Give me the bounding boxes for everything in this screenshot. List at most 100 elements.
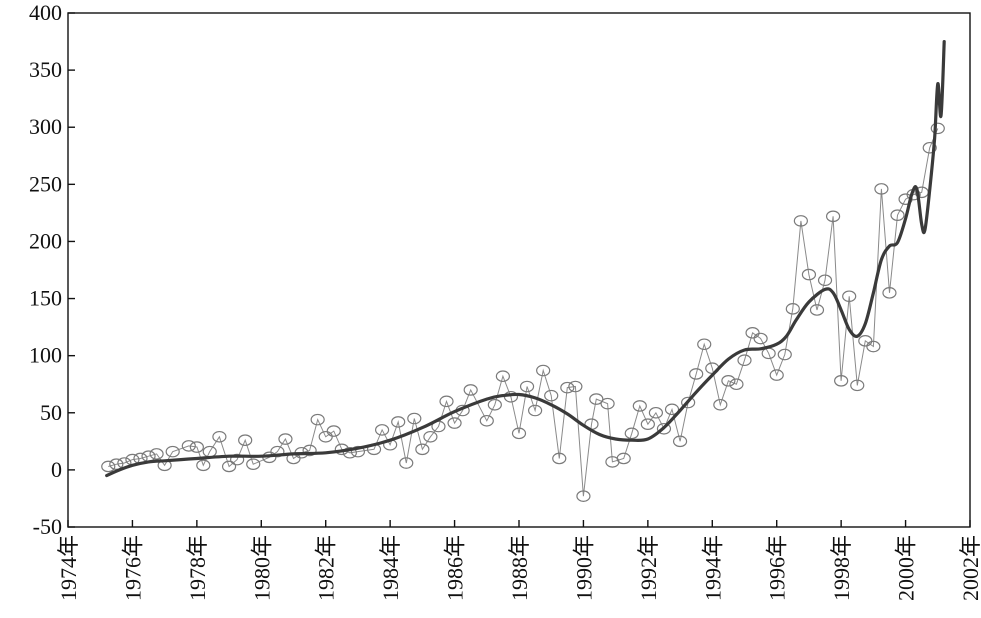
trend-series	[105, 40, 946, 478]
raw-data-point	[616, 452, 631, 465]
raw-data-point	[640, 418, 655, 430]
y-tick-label: 100	[29, 343, 62, 368]
raw-data-point	[196, 459, 211, 472]
raw-data-point	[511, 427, 527, 440]
raw-data-point	[221, 460, 237, 473]
raw-data-point	[874, 183, 889, 195]
x-tick-label: 1996年	[765, 535, 790, 601]
raw-data-point	[270, 445, 285, 458]
x-tick-label: 1976年	[120, 535, 145, 601]
raw-data-point	[737, 354, 752, 367]
raw-data-point	[930, 122, 945, 135]
y-tick-label: 50	[40, 400, 62, 425]
raw-series	[101, 122, 945, 502]
raw-data-point	[589, 393, 604, 405]
raw-data-point	[230, 453, 245, 466]
raw-data-point	[745, 327, 760, 339]
raw-data-point	[495, 370, 510, 383]
raw-data-point	[568, 380, 583, 393]
raw-data-point	[882, 287, 897, 299]
raw-data-point	[681, 396, 696, 409]
raw-data-point	[632, 400, 647, 412]
x-axis: 1974年 1976年 1978年 1980年 1982年 1984年 1986年 1988年…	[56, 520, 981, 601]
raw-data-point	[689, 368, 704, 380]
raw-data-point	[753, 332, 768, 345]
raw-data-point	[793, 215, 808, 227]
raw-data-point	[729, 378, 744, 391]
raw-data-point	[697, 338, 712, 351]
raw-data-point	[189, 441, 204, 453]
raw-data-point	[769, 369, 784, 381]
raw-data-point	[447, 417, 462, 429]
raw-data-point	[664, 403, 680, 416]
x-tick-label: 1974年	[56, 535, 81, 601]
raw-data-point	[544, 389, 559, 402]
raw-data-point	[415, 443, 430, 456]
raw-series-line	[108, 128, 939, 497]
raw-data-point	[310, 413, 325, 426]
raw-data-point	[858, 335, 873, 347]
raw-data-point	[536, 364, 551, 377]
raw-data-point	[519, 380, 535, 393]
raw-data-point	[600, 397, 615, 410]
raw-data-point	[278, 433, 293, 445]
raw-data-point	[528, 404, 543, 417]
y-tick-label: -50	[33, 514, 62, 539]
x-tick-label: 2000年	[894, 535, 919, 601]
raw-data-point	[890, 209, 905, 221]
raw-data-point	[238, 434, 253, 446]
raw-data-point	[713, 398, 728, 411]
raw-data-point	[212, 430, 227, 443]
x-tick-label: 1982年	[314, 535, 339, 601]
raw-data-point	[479, 414, 494, 427]
raw-data-point	[423, 430, 438, 443]
y-tick-label: 400	[29, 0, 62, 25]
raw-data-point	[165, 445, 180, 458]
x-tick-label: 1988年	[507, 535, 532, 601]
trend-series-line	[105, 40, 946, 478]
raw-data-point	[656, 422, 672, 435]
raw-data-point	[672, 435, 688, 448]
raw-data-point	[302, 444, 317, 457]
raw-data-point	[624, 427, 639, 440]
raw-data-point	[825, 210, 841, 223]
raw-data-point	[342, 446, 357, 459]
raw-data-point	[552, 452, 567, 465]
x-tick-label: 1990年	[571, 535, 596, 601]
raw-data-point	[648, 406, 664, 419]
raw-data-point	[560, 381, 575, 394]
raw-data-point	[842, 290, 857, 303]
y-tick-label: 150	[29, 286, 62, 311]
raw-data-point	[721, 374, 736, 387]
raw-data-point	[817, 274, 833, 287]
y-tick-label: 0	[51, 457, 62, 482]
raw-data-point	[463, 384, 478, 396]
x-tick-label: 1992年	[636, 535, 661, 601]
raw-data-point	[318, 430, 333, 443]
raw-data-point	[439, 395, 454, 408]
x-tick-label: 1986年	[443, 535, 468, 601]
raw-data-point	[407, 412, 422, 425]
y-tick-label: 250	[29, 171, 62, 196]
x-tick-label: 1978年	[185, 535, 210, 601]
raw-data-point	[487, 398, 502, 411]
raw-data-point	[801, 268, 817, 281]
y-axis: -50 0 50 100 150 200 250 300 350 400	[29, 0, 75, 539]
y-tick-label: 350	[29, 57, 62, 82]
x-tick-label: 1998年	[829, 535, 854, 601]
x-tick-label: 2002年	[958, 535, 981, 601]
raw-data-point	[326, 425, 341, 437]
raw-data-point	[149, 448, 164, 460]
x-tick-label: 1984年	[378, 535, 403, 601]
x-tick-label: 1994年	[700, 535, 725, 601]
x-tick-label: 1980年	[249, 535, 274, 601]
raw-data-point	[576, 490, 591, 502]
raw-data-point	[246, 458, 261, 470]
raw-data-point	[850, 379, 865, 392]
raw-data-point	[809, 304, 825, 316]
raw-data-point	[777, 348, 792, 361]
raw-data-point	[391, 416, 406, 428]
raw-data-point	[374, 424, 390, 436]
raw-data-point	[101, 460, 116, 473]
raw-data-point	[922, 141, 937, 154]
